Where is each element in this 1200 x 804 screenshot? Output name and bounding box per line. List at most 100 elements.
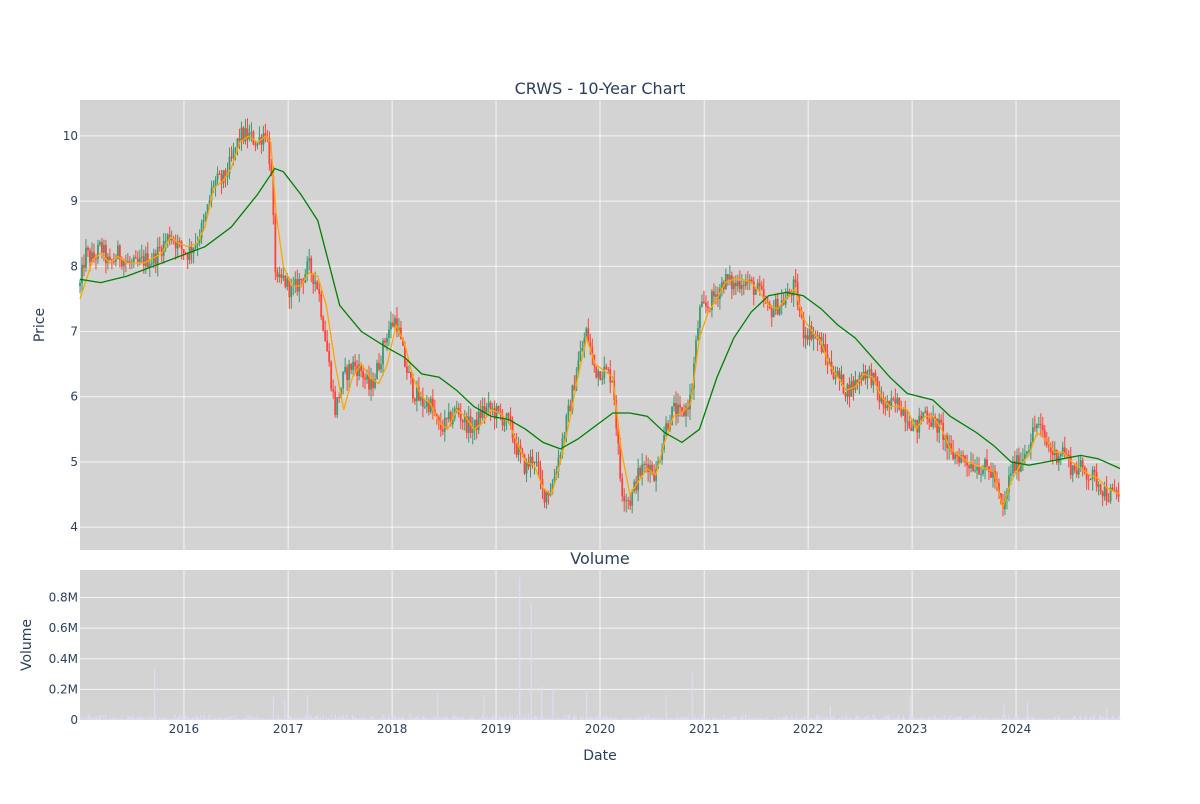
candle-body: [316, 281, 319, 289]
candle-body: [439, 423, 442, 430]
x-tick-label: 2016: [169, 722, 200, 736]
candle-body: [230, 156, 233, 158]
candle-body: [565, 415, 568, 436]
candle-body: [683, 411, 685, 417]
candle-body: [1115, 490, 1118, 494]
candle-body: [437, 416, 440, 424]
candle-body: [581, 347, 584, 352]
candle-body: [958, 456, 961, 463]
candle-body: [972, 463, 974, 471]
candle-body: [1014, 461, 1016, 471]
candle-body: [314, 281, 317, 284]
candle-body: [545, 492, 548, 503]
candle-body: [633, 481, 636, 492]
candle-body: [904, 409, 907, 422]
candle-body: [577, 360, 580, 376]
candle-body: [527, 461, 530, 467]
volume-y-tick-label: 0.4M: [49, 652, 78, 666]
x-tick-label: 2021: [689, 722, 720, 736]
candle-body: [607, 369, 610, 371]
candle-body: [908, 421, 911, 428]
candle-body: [930, 422, 933, 427]
candle-body: [467, 416, 470, 433]
candle-body: [671, 406, 673, 426]
candle-body: [376, 362, 378, 379]
x-tick-label: 2022: [793, 722, 824, 736]
candle-body: [200, 222, 203, 238]
candle-body: [338, 397, 341, 399]
candle-body: [623, 496, 626, 501]
candle-body: [928, 418, 931, 423]
candle-body: [734, 282, 737, 287]
candle-body: [487, 402, 490, 408]
candle-body: [150, 263, 153, 265]
candle-body: [701, 301, 703, 307]
candle-body: [1101, 491, 1104, 497]
candle-body: [282, 275, 285, 278]
candle-body: [346, 367, 349, 381]
candle-body: [732, 282, 735, 290]
candle-body: [621, 478, 624, 497]
candle-body: [1065, 454, 1068, 456]
price-y-tick-label: 8: [70, 259, 78, 273]
candle-body: [1097, 484, 1100, 487]
candle-body: [1043, 429, 1046, 440]
candle-body: [441, 429, 444, 432]
candle-body: [1041, 425, 1044, 430]
candle-body: [685, 406, 687, 417]
candle-body: [368, 375, 370, 390]
x-tick-label: 2024: [1001, 722, 1032, 736]
price-lines: [79, 134, 1121, 510]
candle-body: [824, 344, 827, 355]
candle-body: [226, 173, 229, 177]
candle-body: [1111, 487, 1114, 490]
candle-body: [164, 241, 167, 243]
candle-body: [95, 258, 97, 260]
candle-body: [651, 464, 654, 474]
candle-body: [888, 400, 891, 408]
candle-body: [978, 467, 980, 475]
candle-body: [455, 407, 458, 409]
candle-body: [204, 214, 207, 220]
candle-body: [1012, 461, 1014, 474]
candle-body: [880, 397, 883, 402]
candle-body: [1019, 462, 1022, 472]
candle-body: [521, 452, 524, 455]
candle-body: [840, 374, 843, 380]
candle-body: [673, 403, 675, 407]
candle-body: [392, 322, 394, 327]
candle-body: [832, 371, 835, 379]
candle-body: [154, 253, 157, 265]
candle-body: [473, 419, 476, 429]
candle-body: [986, 459, 988, 467]
candle-body: [366, 375, 368, 380]
candle-body: [828, 361, 831, 365]
candle-body: [641, 464, 644, 476]
candle-body: [792, 279, 795, 296]
volume-y-tick-label: 0.2M: [49, 682, 78, 696]
candle-body: [294, 278, 297, 286]
candle-body: [324, 330, 327, 341]
price-y-tick-label: 7: [70, 325, 78, 339]
candle-body: [846, 384, 849, 397]
candle-body: [511, 420, 514, 439]
candle-body: [715, 294, 717, 297]
candle-body: [796, 282, 799, 305]
candle-body: [862, 371, 865, 380]
candle-body: [625, 500, 628, 502]
candle-body: [1051, 451, 1054, 456]
candle-body: [1027, 449, 1030, 452]
candle-body: [232, 149, 235, 158]
candle-body: [310, 258, 313, 274]
candle-body: [547, 492, 550, 496]
candle-body: [960, 455, 962, 463]
candle-body: [726, 274, 729, 280]
candle-body: [627, 500, 630, 502]
candle-body: [976, 467, 978, 471]
price-y-tick-label: 10: [63, 129, 78, 143]
candle-body: [810, 325, 813, 340]
candle-body: [924, 410, 927, 413]
volume-x-ticks: 2016 2017 2018 2019 2020 2021 2022 2023 2024: [169, 722, 1032, 736]
